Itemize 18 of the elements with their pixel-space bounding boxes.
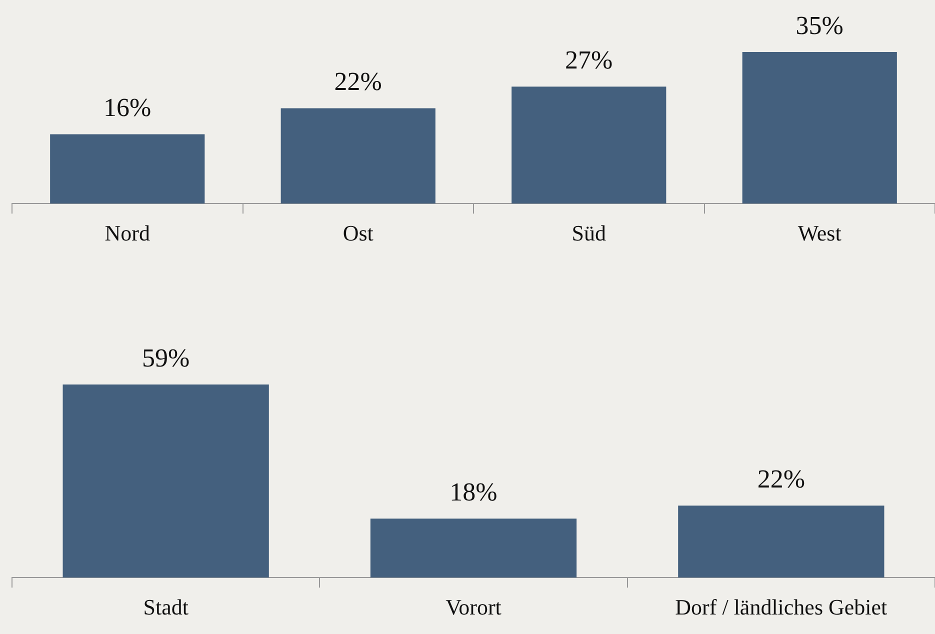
data-label: 22% [334, 67, 382, 96]
data-label: 22% [757, 464, 806, 494]
data-label: 59% [142, 343, 190, 372]
x-tick-label: Dorf / ländliches Gebiet [675, 594, 888, 620]
bar [742, 52, 897, 204]
data-label: 18% [450, 478, 498, 507]
x-tick-label: Ost [342, 220, 374, 246]
x-tick-label: Vorort [446, 594, 502, 620]
data-label: 16% [104, 93, 152, 122]
x-tick-label: Stadt [143, 594, 188, 620]
data-label: 27% [565, 45, 613, 74]
x-tick-label: Nord [104, 220, 150, 246]
data-label: 35% [796, 10, 844, 40]
x-tick-label: Süd [572, 220, 606, 246]
bar [512, 86, 666, 204]
bar [280, 108, 436, 204]
x-tick-label: West [798, 220, 842, 246]
bar [50, 134, 205, 204]
